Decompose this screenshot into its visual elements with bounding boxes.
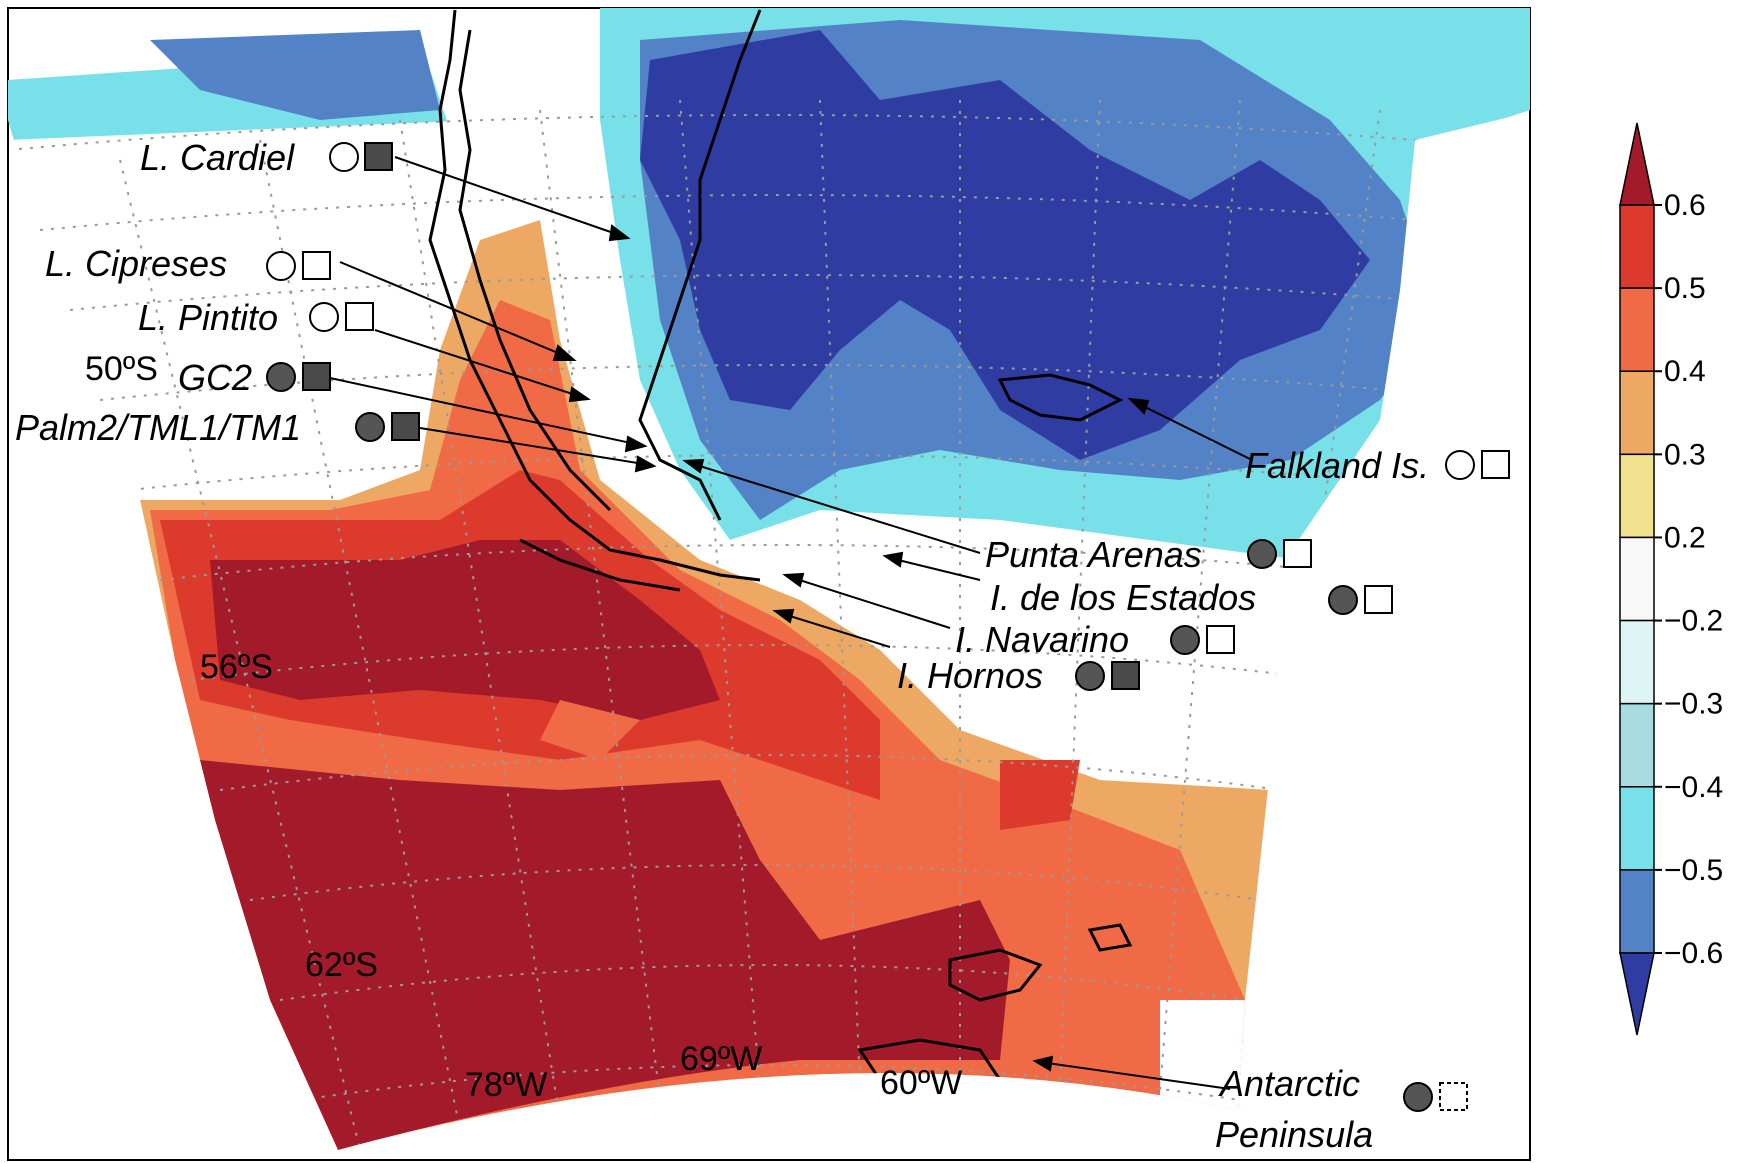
circle-marker [329, 142, 359, 172]
colorbar-segment [1619, 370, 1655, 456]
region-orange-patch [540, 700, 640, 760]
site-label: L. Cipreses [45, 243, 227, 284]
colorbar-tick-label: −0.4 [1664, 771, 1723, 804]
region-white [8, 120, 480, 500]
site-gc2: GC2 [178, 357, 331, 398]
site-label-line2: Peninsula [1215, 1114, 1373, 1155]
site-label: Falkland Is. [1245, 445, 1429, 486]
site-l-pintito: L. Pintito [138, 297, 374, 338]
site-label: I. Navarino [955, 619, 1129, 660]
lon-label-69w: 69ºW [680, 1040, 762, 1078]
colorbar-tick-label: −0.5 [1664, 854, 1723, 887]
site-label: GC2 [178, 357, 252, 398]
colorbar-segments [1619, 122, 1655, 1036]
lon-label-78w: 78ºW [465, 1066, 547, 1104]
circle-marker [1247, 539, 1277, 569]
correlation-field [8, 8, 1530, 1150]
region-blue-northwest-mid [150, 30, 440, 120]
lon-label-60w: 60ºW [880, 1064, 962, 1102]
colorbar-segment [1619, 453, 1655, 539]
circle-marker [1170, 625, 1200, 655]
circle-marker [1403, 1082, 1433, 1112]
square-marker [345, 302, 374, 331]
square-marker [1364, 585, 1393, 614]
square-marker [1283, 539, 1312, 568]
site-i-navarino: I. Navarino [955, 619, 1235, 660]
lat-label-50s: 50ºS [85, 350, 158, 388]
square-marker [1206, 625, 1235, 654]
graticule [8, 99, 1530, 1150]
colorbar-segment [1619, 869, 1655, 954]
square-marker [1439, 1082, 1468, 1111]
colorbar: 0.6 0.5 0.4 0.3 0.2 −0.2 −0.3 −0.4 −0.5 −0.6 [1619, 122, 1723, 1036]
square-marker [302, 362, 331, 391]
site-label: I. de los Estados [990, 577, 1256, 618]
circle-marker [309, 302, 339, 332]
region-red-dark-north [210, 540, 720, 720]
site-label: Punta Arenas [985, 534, 1202, 575]
circle-marker [266, 251, 296, 281]
colorbar-tick-label: −0.3 [1664, 688, 1723, 721]
circle-marker [1075, 661, 1105, 691]
region-blue-dark [640, 30, 1370, 460]
site-falkland-is: Falkland Is. [1245, 445, 1510, 486]
colorbar-segment [1619, 204, 1655, 289]
square-marker [364, 142, 393, 171]
lat-label-56s: 56ºS [200, 648, 273, 686]
colorbar-tick-label: 0.3 [1664, 438, 1706, 471]
region-white-drake [800, 520, 1300, 770]
site-label: L. Pintito [138, 297, 278, 338]
site-l-cardiel: L. Cardiel [140, 137, 393, 178]
colorbar-tick-label: 0.6 [1664, 189, 1706, 222]
colorbar-segment [1619, 287, 1655, 372]
square-marker [1111, 661, 1140, 690]
lat-label-62s: 62ºS [305, 946, 378, 984]
site-l-cipreses: L. Cipreses [45, 243, 331, 284]
circle-marker [266, 362, 296, 392]
site-i-hornos: I. Hornos [897, 655, 1140, 696]
site-i-de-los-estados: I. de los Estados [990, 577, 1393, 618]
site-label: Palm2/TML1/TM1 [15, 407, 301, 448]
square-marker [391, 412, 420, 441]
circle-marker [1328, 585, 1358, 615]
region-red-dark-south [200, 760, 1010, 1150]
circle-marker [355, 412, 385, 442]
site-label: L. Cardiel [140, 137, 295, 178]
colorbar-tick-label: 0.4 [1664, 355, 1706, 388]
colorbar-tick-label: 0.5 [1664, 272, 1706, 305]
colorbar-extend-top [1619, 122, 1655, 206]
colorbar-extend-bottom [1619, 952, 1655, 1036]
site-antarctic-peninsula: Antarctic Peninsula [1215, 1063, 1468, 1155]
square-marker [1481, 450, 1510, 479]
region-red-patch-east [1000, 760, 1080, 830]
site-palm2-tml1-tm1: Palm2/TML1/TM1 [15, 407, 420, 448]
circle-marker [1445, 450, 1475, 480]
colorbar-tick-label: 0.2 [1664, 521, 1706, 554]
colorbar-ticks: 0.6 0.5 0.4 0.3 0.2 −0.2 −0.3 −0.4 −0.5 −0.6 [1654, 189, 1723, 970]
leader-arrows [329, 156, 1251, 1090]
site-label: I. Hornos [897, 655, 1043, 696]
colorbar-segment [1619, 702, 1655, 788]
colorbar-segment [1619, 536, 1655, 622]
colorbar-tick-label: −0.6 [1664, 937, 1723, 970]
colorbar-segment [1619, 786, 1655, 871]
site-punta-arenas: Punta Arenas [985, 534, 1312, 575]
square-marker [302, 251, 331, 280]
site-label: Antarctic [1218, 1063, 1360, 1104]
colorbar-segment [1619, 619, 1655, 705]
colorbar-tick-label: −0.2 [1664, 605, 1723, 638]
